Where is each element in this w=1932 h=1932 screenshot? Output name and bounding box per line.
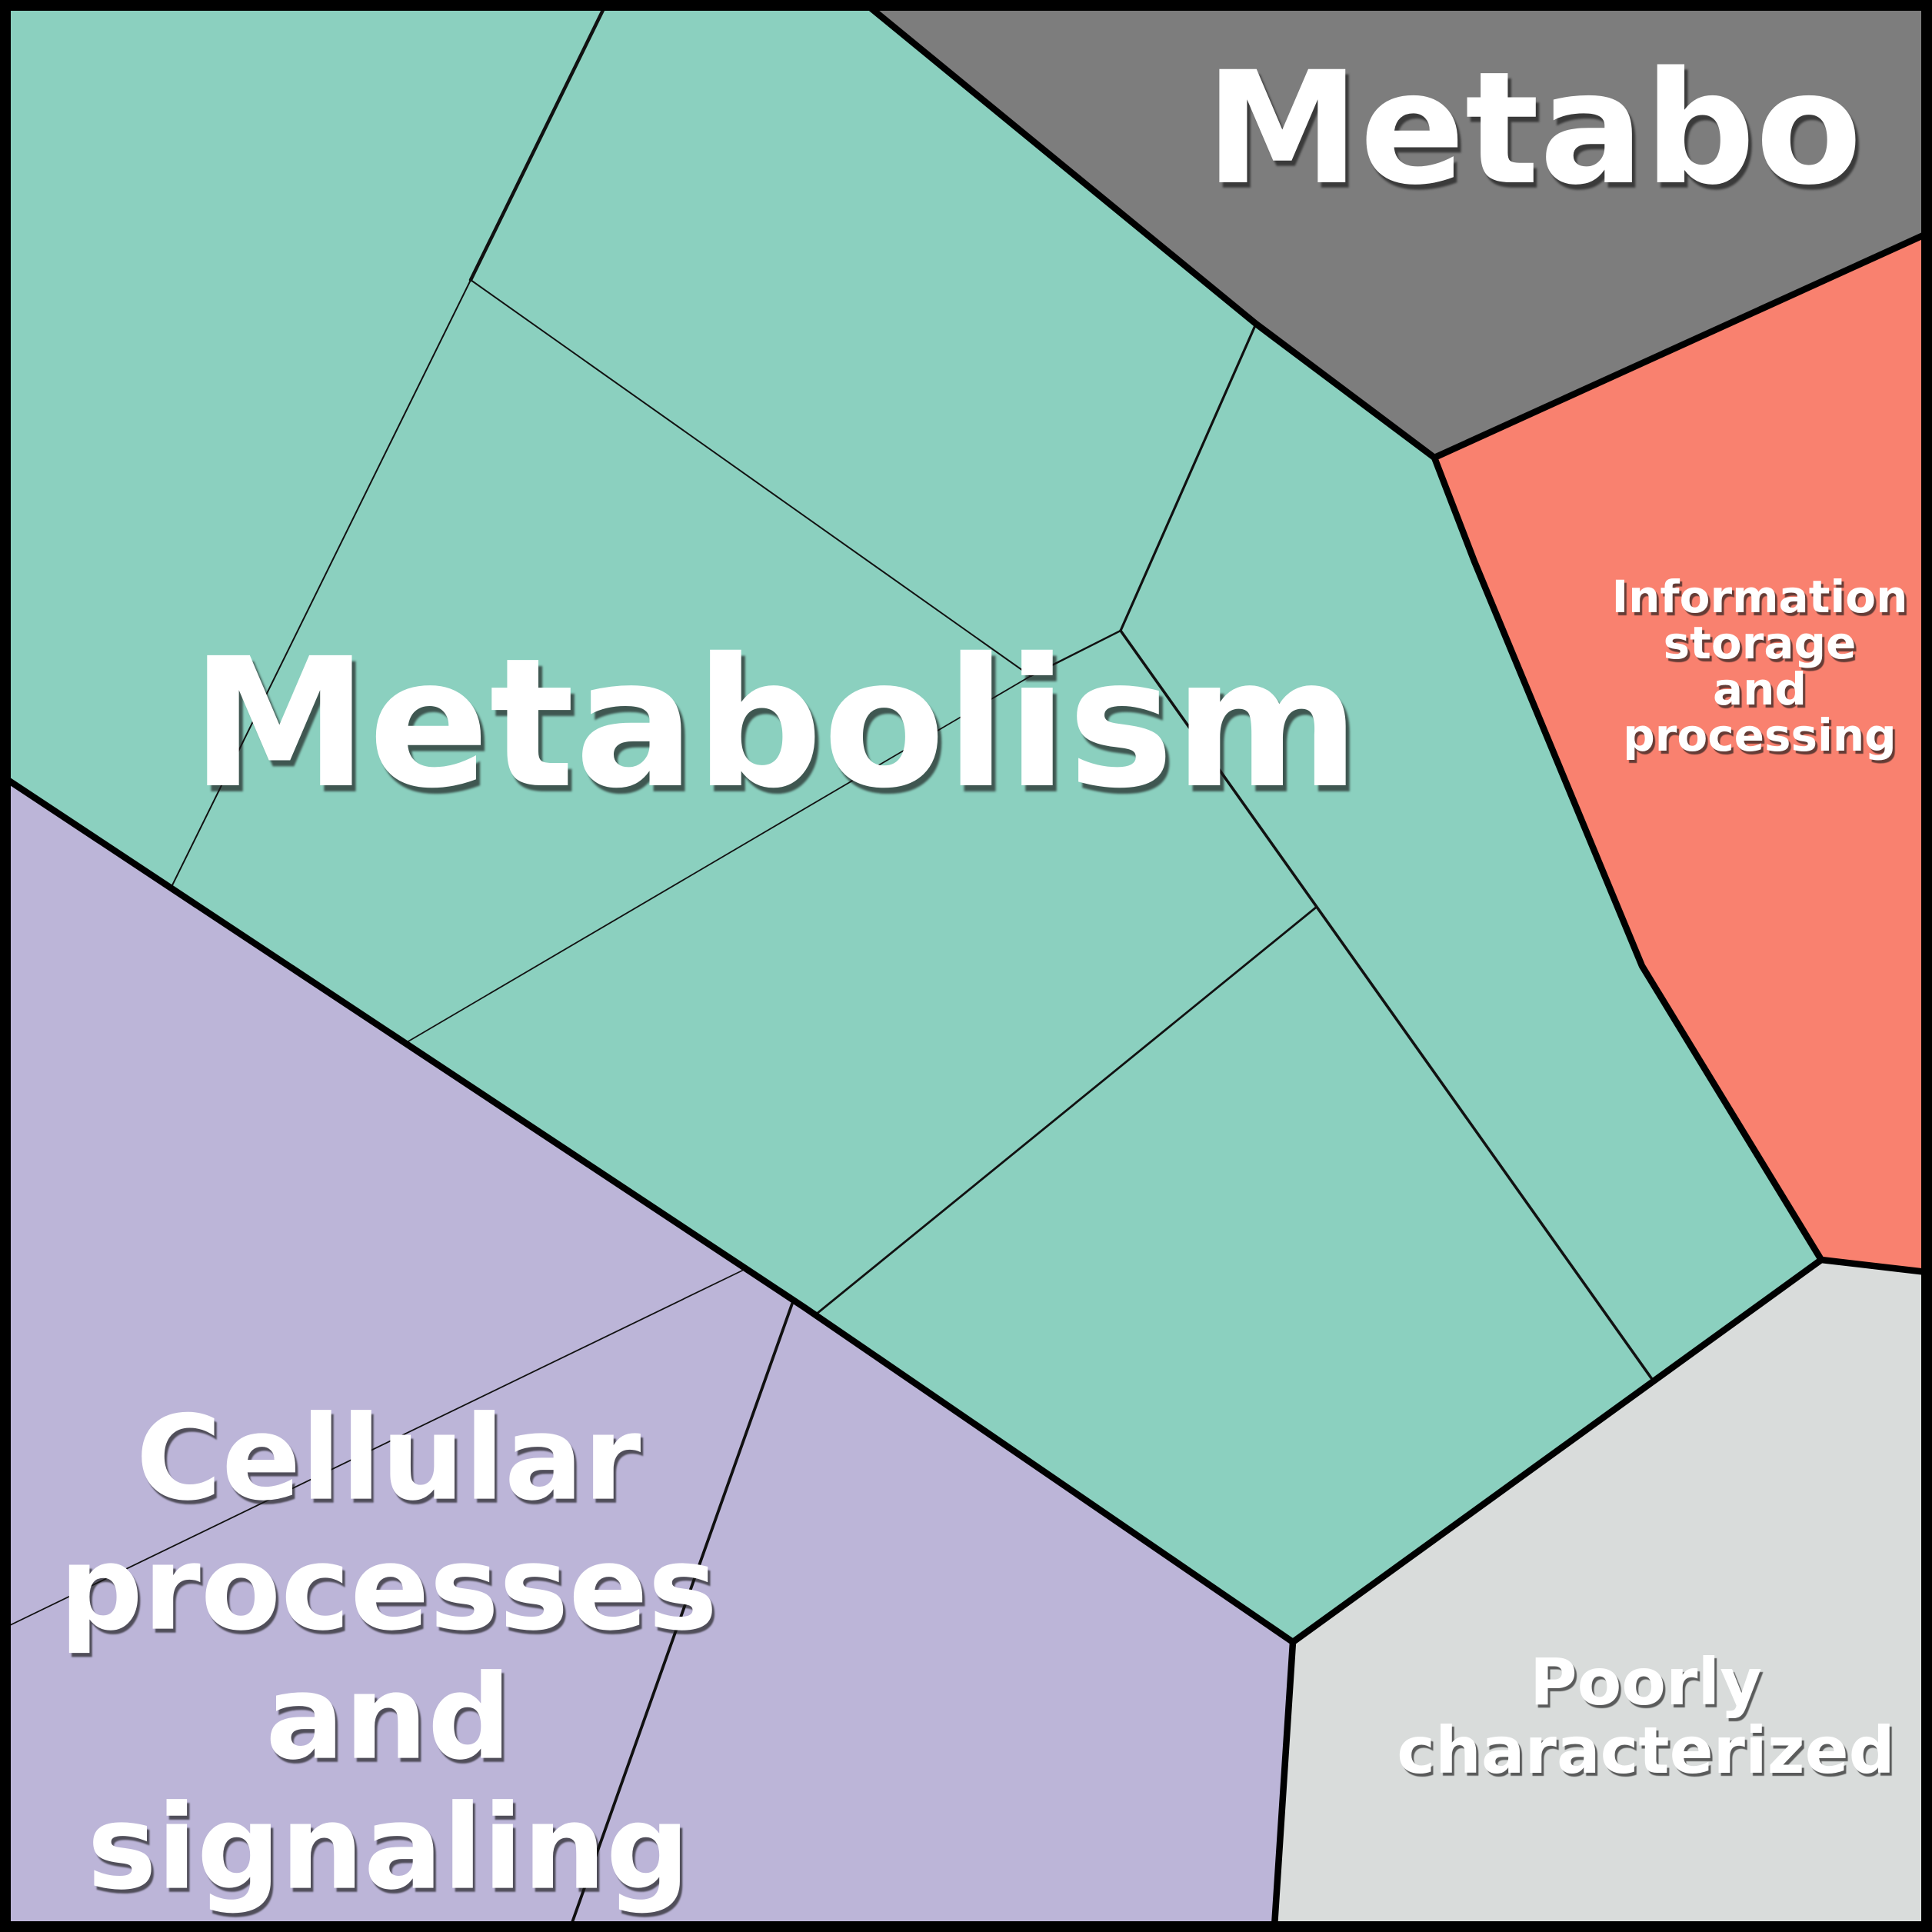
border-cellular-poorly [1271,1638,1297,1930]
subcell-line-cellular-sub-thin [5,1270,743,1628]
border-metabolism-gray [864,2,1438,461]
subcell-line-metabolism-sub-left [171,279,471,888]
subcell-line-metabolism-sub-southwest [402,675,1031,1045]
region-cellular-processes-and-signaling[interactable] [5,778,1293,1927]
subcell-line-metabolism-sub-bridge [1029,629,1122,678]
subcell-line-metabolism-sub-center [470,279,1031,677]
border-metabolism-information [1431,454,1825,1264]
subcell-line-metabolism-sub-diagonal [1119,629,1655,1383]
subcell-line-metabolism-sub-upper [1119,322,1257,632]
border-information-poorly [1817,1256,1930,1276]
region-metabolism-top[interactable] [868,5,1927,458]
border-metabolism-poorly [1289,1256,1825,1646]
border-metabolism-cellular [2,774,1297,1646]
region-metabolism[interactable] [5,5,1821,1642]
subcell-line-cellular-sub-medium [569,1302,794,1928]
subcell-line-metabolism-sub-top [468,3,608,282]
region-information-storage-and-processing[interactable] [1434,234,1927,1272]
subcell-line-metabolism-sub-lower [815,905,1318,1315]
region-poorly-characterized[interactable] [1274,1260,1927,1927]
border-gray-information [1431,230,1930,461]
